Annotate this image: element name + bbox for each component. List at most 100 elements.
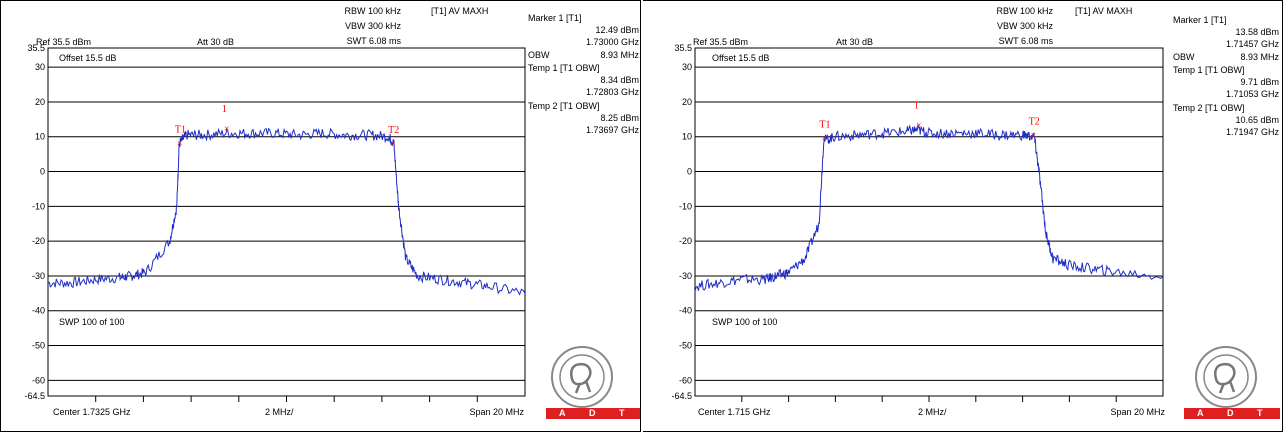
y-tick-label: -60 [679,375,692,385]
grid-lines [694,47,1164,397]
grid-lines [47,47,526,397]
y-tick-label: 30 [682,62,692,72]
y-tick-label: -30 [679,271,692,281]
adt-letter-a: A [1197,408,1204,418]
marker-x-1: × [224,124,230,135]
y-tick-label: 20 [35,97,45,107]
y-tick-label: -40 [32,306,45,316]
adt-letter-a: A [559,408,566,418]
bureau-veritas-logo [1195,346,1257,408]
marker-label-T1: T1 [819,120,830,131]
y-tick-label: -30 [32,271,45,281]
adt-logo-bar: A D T [1184,408,1280,419]
y-tick-label: 10 [35,132,45,142]
adt-logo-bar: A D T [546,408,642,419]
y-tick-label: -40 [679,306,692,316]
marker1-label: Marker 1 [T1] [528,13,582,23]
rbw-label: RBW 100 kHz [996,6,1053,16]
temp1-freq: 1.72803 GHz [586,87,640,97]
temp2-level: 10.65 dBm [1235,115,1279,125]
y-tick-labels: 35.5 30 20 10 0 -10 -20 -30 -40 -50 -60 -64.5 [24,43,45,401]
sweep-count-label: SWP 100 of 100 [59,317,124,327]
vbw-label: VBW 300 kHz [997,21,1054,31]
center-freq-label: Center 1.715 GHz [698,407,771,417]
ref-level-label: Ref 35.5 dBm [693,37,748,47]
offset-label: Offset 15.5 dB [712,53,769,63]
y-tick-label: -20 [32,236,45,246]
y-tick-label: -64.5 [24,391,45,401]
vbw-label: VBW 300 kHz [345,21,402,31]
y-tick-label: -20 [679,236,692,246]
adt-letter-d: D [589,408,596,418]
adt-letter-t: T [619,408,625,418]
sweep-count-label: SWP 100 of 100 [712,317,777,327]
x-tick-marks [741,396,1117,402]
marker-symbols: × T1 × 1 × T2 [175,104,399,150]
spectrum-trace [47,127,526,296]
temp2-label: Temp 2 [T1 OBW] [1173,103,1245,113]
attenuation-label: Att 30 dB [836,37,873,47]
obw-label: OBW [1173,52,1195,62]
marker1-freq: 1.73000 GHz [586,37,640,47]
span-label: Span 20 MHz [469,407,524,417]
obw-value: 8.93 MHz [1240,52,1279,62]
panel-separator [640,0,643,432]
y-tick-label: -10 [32,201,45,211]
marker-x-T1: × [821,134,827,145]
temp1-label: Temp 1 [T1 OBW] [528,63,600,73]
x-tick-marks [95,396,478,402]
obw-label: OBW [528,50,550,60]
marker-label-T2: T2 [1029,116,1040,127]
marker-x-T2: × [1031,130,1037,141]
y-tick-label: -64.5 [671,391,692,401]
y-tick-label: 0 [687,167,692,177]
y-tick-labels: 35.5 30 20 10 0 -10 -20 -30 -40 -50 -60 -64.5 [671,43,692,401]
y-tick-label: -60 [32,375,45,385]
y-tick-label: 20 [682,97,692,107]
swt-label: SWT 6.08 ms [999,36,1054,46]
temp1-level: 9.71 dBm [1240,77,1279,87]
y-tick-label: -50 [32,341,45,351]
y-tick-label: 10 [682,132,692,142]
y-tick-label: 0 [40,167,45,177]
plot-frame [47,47,526,397]
y-tick-label: -10 [679,201,692,211]
marker-label-T2: T2 [388,125,399,136]
spectrum-panel-left: 35.5 30 20 10 0 -10 -20 -30 -40 -50 -60 -64.5 × T 1 × 1… [0,0,642,432]
bureau-veritas-logo [551,346,613,408]
y-tick-label: 30 [35,62,45,72]
temp2-freq: 1.71947 GHz [1226,127,1280,137]
span-per-div-label: 2 MHz/ [918,407,947,417]
spectrum-plot-left: 35.5 30 20 10 0 -10 -20 -30 -40 -50 -60 -64.5 × T 1 × 1… [24,6,640,417]
trace-mode-label: [T1] AV MAXH [431,6,488,16]
plot-frame [694,47,1164,397]
marker1-label: Marker 1 [T1] [1173,15,1227,25]
rbw-label: RBW 100 kHz [344,6,401,16]
temp2-label: Temp 2 [T1 OBW] [528,101,600,111]
adt-letter-d: D [1227,408,1234,418]
temp1-level: 8.34 dBm [600,75,639,85]
temp2-freq: 1.73697 GHz [586,125,640,135]
y-tick-label: 35.5 [27,43,45,53]
y-tick-label: -50 [679,341,692,351]
trace-mode-label: [T1] AV MAXH [1075,6,1132,16]
adt-letter-t: T [1257,408,1263,418]
marker-x-T1: × [177,139,183,150]
span-per-div-label: 2 MHz/ [265,407,294,417]
ref-level-label: Ref 35.5 dBm [36,37,91,47]
spectrum-trace [694,123,1164,292]
marker-label-1: 1 [222,104,227,115]
marker-x-1: × [916,120,922,131]
spectrum-panel-right: 35.5 30 20 10 0 -10 -20 -30 -40 -50 -60 -64.5 × T1 × 1… [643,0,1283,432]
offset-label: Offset 15.5 dB [59,53,116,63]
temp1-label: Temp 1 [T1 OBW] [1173,65,1245,75]
marker1-freq: 1.71457 GHz [1226,39,1280,49]
center-freq-label: Center 1.7325 GHz [53,407,131,417]
swt-label: SWT 6.08 ms [347,36,402,46]
marker1-level: 13.58 dBm [1235,27,1279,37]
marker1-level: 12.49 dBm [595,25,639,35]
temp2-level: 8.25 dBm [600,113,639,123]
temp1-freq: 1.71053 GHz [1226,89,1280,99]
obw-value: 8.93 MHz [600,50,639,60]
